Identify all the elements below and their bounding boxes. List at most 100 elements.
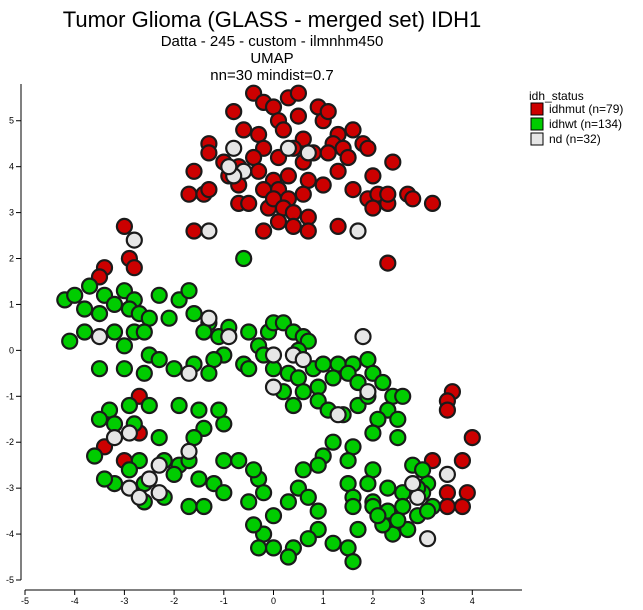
data-point-idhwt	[135, 364, 153, 382]
data-point-idhwt	[170, 396, 188, 415]
data-point-idhmut	[299, 222, 317, 240]
data-point-idhwt	[299, 488, 317, 506]
data-point-nd	[140, 470, 158, 488]
legend-label-nd: nd (n=32)	[549, 132, 601, 146]
x-tick-label: -3	[120, 596, 128, 606]
data-point-idhwt	[200, 364, 218, 382]
y-tick-label: 0	[9, 345, 14, 355]
data-point-idhwt	[324, 534, 342, 552]
data-point-idhwt	[279, 493, 297, 511]
data-point-idhwt	[359, 475, 377, 493]
data-point-nd	[220, 328, 238, 346]
data-point-idhwt	[250, 539, 268, 557]
data-point-idhmut	[339, 148, 357, 167]
x-tick-label: 3	[420, 596, 425, 606]
data-point-nd	[200, 309, 218, 327]
data-point-idhwt	[419, 502, 437, 520]
data-point-idhwt	[339, 452, 357, 470]
data-point-idhmut	[255, 222, 273, 240]
data-point-idhwt	[264, 507, 283, 525]
data-point-idhmut	[185, 222, 203, 240]
data-point-nd	[359, 383, 377, 401]
data-point-idhmut	[225, 102, 243, 121]
data-point-nd	[419, 530, 437, 548]
data-point-idhwt	[190, 401, 208, 419]
data-point-idhmut	[359, 139, 377, 157]
x-tick-label: 4	[470, 596, 475, 606]
data-point-idhwt	[394, 387, 412, 405]
y-tick-label: -3	[6, 483, 14, 493]
data-point-nd	[264, 346, 283, 364]
data-point-idhwt	[364, 424, 382, 442]
data-point-idhwt	[369, 507, 387, 525]
data-point-idhwt	[309, 456, 327, 474]
data-point-idhwt	[299, 530, 317, 548]
chart-subtitle-2: UMAP	[250, 50, 293, 67]
data-point-idhwt	[150, 286, 168, 304]
data-point-idhmut	[404, 190, 422, 208]
data-point-idhwt	[294, 383, 312, 401]
y-tick-label: 2	[9, 254, 14, 264]
data-point-idhwt	[80, 277, 99, 295]
legend-title: idh_status	[529, 89, 584, 103]
data-point-idhmut	[319, 144, 337, 162]
data-point-idhmut	[185, 162, 203, 180]
data-point-idhwt	[344, 552, 362, 571]
data-point-nd	[354, 328, 372, 346]
data-point-idhwt	[389, 410, 407, 428]
data-point-idhmut	[329, 217, 347, 235]
legend: idh_status idhmut (n=79) idhwt (n=134) n…	[529, 89, 623, 146]
y-tick-label: -4	[6, 529, 14, 539]
data-point-idhwt	[230, 452, 248, 470]
data-point-idhmut	[453, 452, 471, 470]
y-tick-label: 3	[9, 208, 14, 218]
data-point-idhwt	[245, 516, 263, 534]
data-point-nd	[105, 429, 124, 447]
x-tick-label: 0	[271, 596, 276, 606]
data-point-idhwt	[150, 351, 168, 369]
data-point-idhwt	[324, 369, 342, 387]
data-point-idhwt	[389, 511, 407, 529]
data-point-idhmut	[453, 497, 471, 516]
data-point-idhwt	[245, 461, 263, 479]
data-point-nd	[225, 139, 243, 157]
data-point-idhwt	[135, 323, 153, 341]
legend-swatch-nd	[530, 132, 544, 146]
chart-title: Tumor Glioma (GLASS - merged set) IDH1	[63, 7, 482, 32]
data-point-nd	[279, 139, 297, 157]
data-point-idhwt	[75, 300, 94, 318]
data-point-idhwt	[349, 520, 367, 539]
data-point-nd	[200, 222, 218, 240]
data-point-idhwt	[264, 539, 283, 557]
data-point-idhmut	[364, 167, 382, 185]
x-tick-label: -4	[71, 596, 79, 606]
data-point-idhmut	[235, 121, 253, 139]
data-point-nd	[120, 424, 138, 442]
x-tick-label: -5	[21, 596, 29, 606]
data-point-idhwt	[61, 332, 79, 350]
data-point-idhmut	[200, 181, 218, 199]
data-point-idhmut	[344, 181, 362, 199]
data-point-idhwt	[90, 360, 109, 378]
data-point-nd	[220, 158, 238, 176]
data-point-idhwt	[240, 360, 258, 378]
data-point-idhwt	[140, 396, 158, 415]
data-point-idhmut	[240, 194, 258, 212]
data-point-idhmut	[379, 254, 397, 272]
data-point-idhwt	[90, 305, 109, 323]
data-point-idhwt	[165, 360, 183, 378]
y-tick-label: 1	[9, 299, 14, 309]
data-point-idhmut	[364, 199, 382, 217]
data-points	[56, 84, 481, 571]
data-point-idhwt	[235, 249, 253, 268]
data-point-idhwt	[190, 470, 208, 488]
data-point-nd	[264, 378, 283, 396]
data-point-idhwt	[215, 484, 233, 502]
data-point-idhwt	[294, 461, 312, 479]
x-tick-label: -2	[170, 596, 178, 606]
data-point-idhwt	[90, 410, 109, 428]
y-tick-label: -5	[6, 575, 14, 585]
data-point-idhmut	[115, 217, 134, 235]
data-point-idhmut	[200, 144, 218, 162]
data-point-idhwt	[185, 305, 203, 323]
